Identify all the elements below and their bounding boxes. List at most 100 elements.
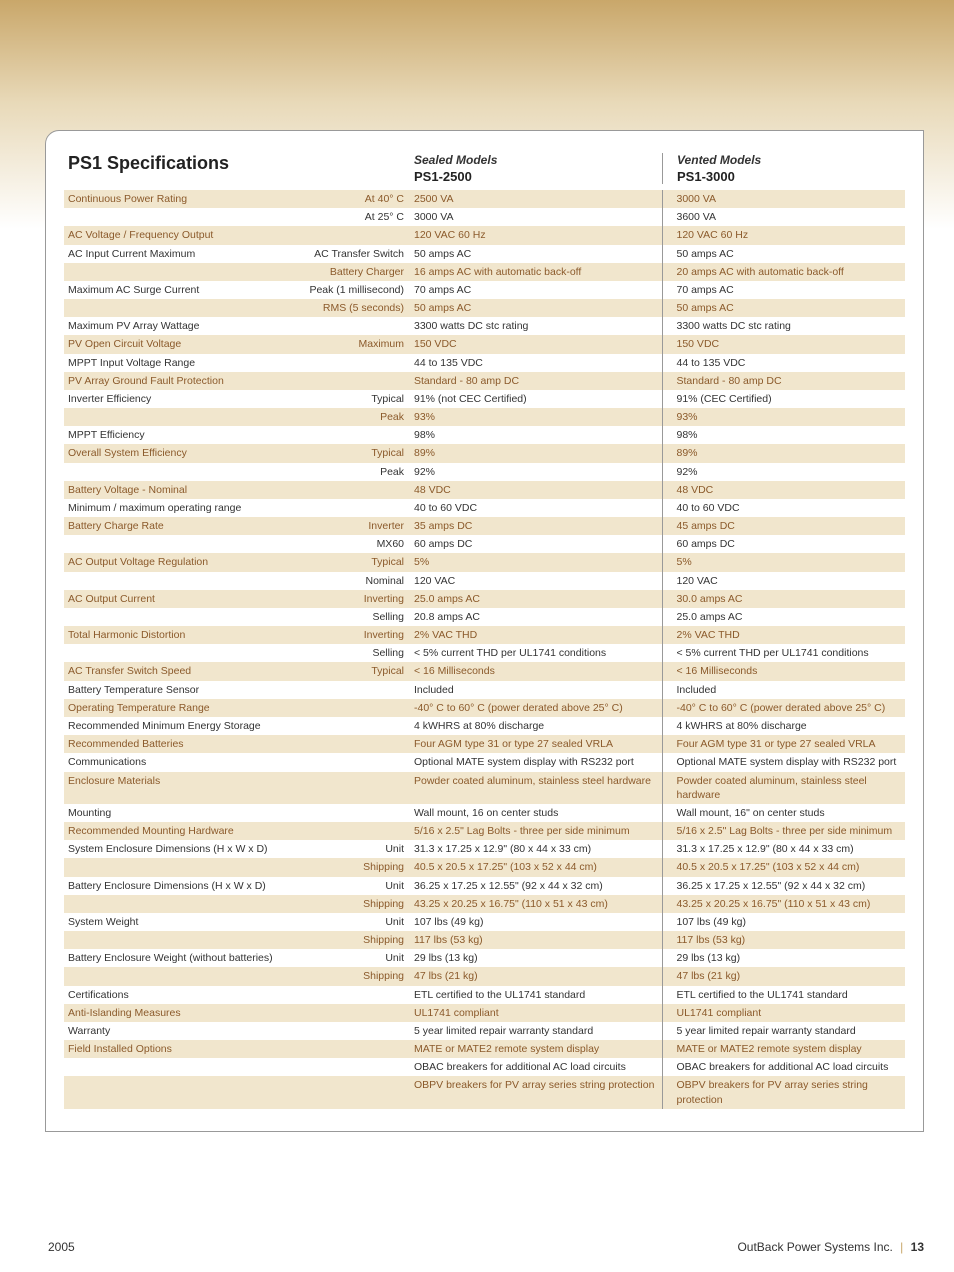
vented-value: 5/16 x 2.5" Lag Bolts - three per side m…	[662, 822, 905, 840]
vented-value: 70 amps AC	[662, 281, 905, 299]
vented-value: Included	[662, 681, 905, 699]
vented-header: Vented Models PS1-3000	[662, 153, 905, 184]
table-row: Peak92%92%	[64, 463, 905, 481]
spec-label	[64, 967, 289, 985]
sealed-value: 47 lbs (21 kg)	[414, 967, 662, 985]
table-row: Maximum AC Surge CurrentPeak (1 millisec…	[64, 281, 905, 299]
sealed-value: 44 to 135 VDC	[414, 354, 662, 372]
sealed-value: 120 VAC 60 Hz	[414, 226, 662, 244]
vented-value: 43.25 x 20.25 x 16.75" (110 x 51 x 43 cm…	[662, 895, 905, 913]
table-row: System Enclosure Dimensions (H x W x D)U…	[64, 840, 905, 858]
sealed-value: < 5% current THD per UL1741 conditions	[414, 644, 662, 662]
sealed-value: Powder coated aluminum, stainless steel …	[414, 772, 662, 804]
sealed-model-name: PS1-2500	[414, 169, 662, 184]
spec-sublabel: AC Transfer Switch	[289, 245, 414, 263]
sealed-value: 4 kWHRS at 80% discharge	[414, 717, 662, 735]
spec-label: AC Input Current Maximum	[64, 245, 289, 263]
spec-sublabel: Unit	[289, 913, 414, 931]
spec-label	[64, 858, 289, 876]
vented-value: 91% (CEC Certified)	[662, 390, 905, 408]
spec-label: Inverter Efficiency	[64, 390, 289, 408]
vented-value: OBPV breakers for PV array series string…	[662, 1076, 905, 1108]
spec-label: Battery Charge Rate	[64, 517, 289, 535]
table-row: MPPT Input Voltage Range44 to 135 VDC44 …	[64, 354, 905, 372]
spec-label: Overall System Efficiency	[64, 444, 289, 462]
table-row: RMS (5 seconds)50 amps AC50 amps AC	[64, 299, 905, 317]
spec-sublabel: At 40° C	[289, 190, 414, 208]
table-row: MountingWall mount, 16 on center studsWa…	[64, 804, 905, 822]
vented-value: -40° C to 60° C (power derated above 25°…	[662, 699, 905, 717]
table-row: Shipping40.5 x 20.5 x 17.25" (103 x 52 x…	[64, 858, 905, 876]
spec-sublabel: Unit	[289, 949, 414, 967]
spec-label	[64, 608, 289, 626]
spec-label	[64, 208, 289, 226]
sealed-value: 60 amps DC	[414, 535, 662, 553]
spec-sublabel	[289, 1058, 414, 1076]
spec-sublabel: RMS (5 seconds)	[289, 299, 414, 317]
spec-label: Certifications	[64, 986, 289, 1004]
spec-sublabel: MX60	[289, 535, 414, 553]
vented-value: 3000 VA	[662, 190, 905, 208]
spec-sublabel: Peak	[289, 463, 414, 481]
sealed-value: 5 year limited repair warranty standard	[414, 1022, 662, 1040]
spec-sublabel	[289, 699, 414, 717]
spec-sublabel: Typical	[289, 444, 414, 462]
sealed-value: OBAC breakers for additional AC load cir…	[414, 1058, 662, 1076]
spec-label	[64, 1076, 289, 1108]
sealed-value: Four AGM type 31 or type 27 sealed VRLA	[414, 735, 662, 753]
table-row: Continuous Power RatingAt 40° C2500 VA30…	[64, 190, 905, 208]
spec-label: Minimum / maximum operating range	[64, 499, 289, 517]
vented-value: 2% VAC THD	[662, 626, 905, 644]
table-row: Warranty5 year limited repair warranty s…	[64, 1022, 905, 1040]
table-row: Peak93%93%	[64, 408, 905, 426]
sealed-value: Included	[414, 681, 662, 699]
spec-label: System Enclosure Dimensions (H x W x D)	[64, 840, 289, 858]
table-row: Battery Voltage - Nominal48 VDC48 VDC	[64, 481, 905, 499]
table-row: Selling< 5% current THD per UL1741 condi…	[64, 644, 905, 662]
table-row: CommunicationsOptional MATE system displ…	[64, 753, 905, 771]
sealed-value: MATE or MATE2 remote system display	[414, 1040, 662, 1058]
sealed-value: 40.5 x 20.5 x 17.25" (103 x 52 x 44 cm)	[414, 858, 662, 876]
spec-sublabel	[289, 1022, 414, 1040]
spec-label: Mounting	[64, 804, 289, 822]
vented-value: 47 lbs (21 kg)	[662, 967, 905, 985]
vented-value: 4 kWHRS at 80% discharge	[662, 717, 905, 735]
sealed-value: 70 amps AC	[414, 281, 662, 299]
footer-page-number: 13	[911, 1240, 924, 1254]
table-row: MX6060 amps DC60 amps DC	[64, 535, 905, 553]
spec-sublabel	[289, 1076, 414, 1108]
vented-value: 60 amps DC	[662, 535, 905, 553]
sealed-value: 40 to 60 VDC	[414, 499, 662, 517]
sealed-type-label: Sealed Models	[414, 153, 662, 167]
vented-value: < 16 Milliseconds	[662, 662, 905, 680]
table-row: Enclosure MaterialsPowder coated aluminu…	[64, 772, 905, 804]
spec-label	[64, 572, 289, 590]
sealed-value: 50 amps AC	[414, 299, 662, 317]
footer-year: 2005	[48, 1240, 75, 1254]
vented-value: 30.0 amps AC	[662, 590, 905, 608]
table-row: AC Input Current MaximumAC Transfer Swit…	[64, 245, 905, 263]
sealed-value: 2% VAC THD	[414, 626, 662, 644]
spec-label: Field Installed Options	[64, 1040, 289, 1058]
spec-sublabel: Typical	[289, 662, 414, 680]
vented-value: 117 lbs (53 kg)	[662, 931, 905, 949]
table-row: Total Harmonic DistortionInverting2% VAC…	[64, 626, 905, 644]
spec-label: Operating Temperature Range	[64, 699, 289, 717]
table-row: Battery Enclosure Weight (without batter…	[64, 949, 905, 967]
spec-sublabel	[289, 499, 414, 517]
spec-label: PV Open Circuit Voltage	[64, 335, 289, 353]
spec-label	[64, 408, 289, 426]
spec-sublabel: Battery Charger	[289, 263, 414, 281]
sealed-value: 48 VDC	[414, 481, 662, 499]
vented-value: 29 lbs (13 kg)	[662, 949, 905, 967]
vented-value: 98%	[662, 426, 905, 444]
table-row: OBAC breakers for additional AC load cir…	[64, 1058, 905, 1076]
spec-sublabel: Shipping	[289, 931, 414, 949]
table-row: Inverter EfficiencyTypical91% (not CEC C…	[64, 390, 905, 408]
sealed-value: 43.25 x 20.25 x 16.75" (110 x 51 x 43 cm…	[414, 895, 662, 913]
table-row: PV Array Ground Fault ProtectionStandard…	[64, 372, 905, 390]
spec-label	[64, 299, 289, 317]
table-row: Shipping43.25 x 20.25 x 16.75" (110 x 51…	[64, 895, 905, 913]
spec-label: Recommended Batteries	[64, 735, 289, 753]
footer-company: OutBack Power Systems Inc.	[737, 1240, 892, 1254]
